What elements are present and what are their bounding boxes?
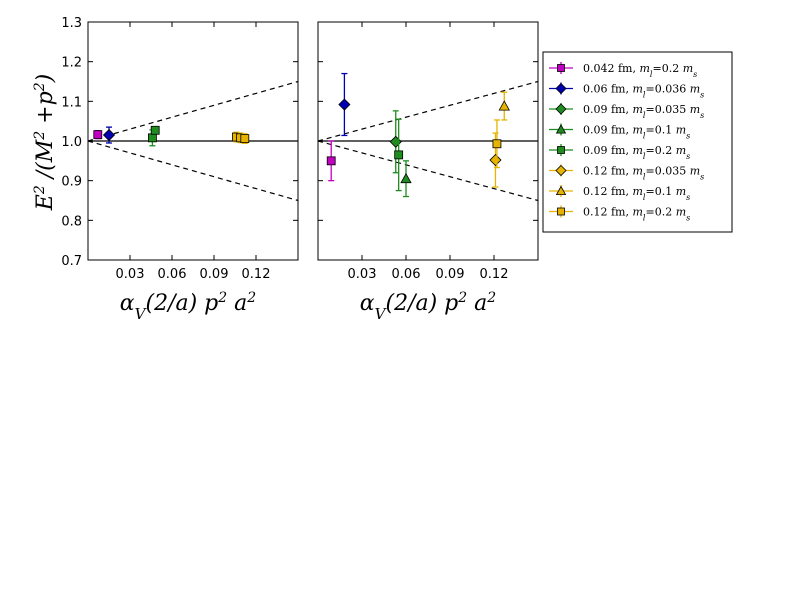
right-data-point xyxy=(400,160,412,198)
diamond-marker xyxy=(555,164,567,177)
y-tick-label: 1.1 xyxy=(61,95,82,110)
right-x-tick-label: 0.12 xyxy=(480,267,509,282)
square-marker xyxy=(240,134,250,144)
square-marker xyxy=(93,130,103,140)
legend-item: 0.09 fm, ml=0.1 ms xyxy=(549,123,690,141)
square-marker xyxy=(147,133,157,143)
right-data-point xyxy=(338,72,351,137)
diamond-marker xyxy=(555,82,567,95)
y-axis-title: E2 /(M2 +p2) xyxy=(32,74,58,211)
right-data-point xyxy=(498,91,510,121)
diamond-marker xyxy=(555,103,567,115)
x-axis-title-right: αV(2/a) p2 a2 xyxy=(360,290,497,323)
square-marker xyxy=(557,207,565,216)
legend-label: 0.12 fm, ml=0.2 ms xyxy=(583,206,690,223)
right-x-tick-label: 0.06 xyxy=(392,267,421,282)
right-x-tick-label: 0.09 xyxy=(436,267,465,282)
legend-frame xyxy=(542,51,733,233)
y-tick-label: 1.3 xyxy=(61,16,82,31)
triangle-marker xyxy=(555,185,567,196)
left-data-point xyxy=(93,130,103,140)
left-upper-band xyxy=(88,80,298,142)
legend-item: 0.12 fm, ml=0.2 ms xyxy=(549,205,690,223)
square-marker xyxy=(557,146,565,154)
left-data-point xyxy=(102,126,116,144)
triangle-marker xyxy=(498,100,510,111)
panel-left: 0.7 0.8 0.9 1.0 1.1 1.2 1.3 0.03 0.06 0.09 0.12 xyxy=(61,16,299,282)
left-data-point xyxy=(240,133,250,145)
triangle-marker xyxy=(400,172,412,184)
y-tick-label: 1.0 xyxy=(61,135,82,150)
y-tick-label: 0.9 xyxy=(61,175,82,190)
legend-item: 0.09 fm, ml=0.035 ms xyxy=(549,103,704,120)
y-tick-label: 1.2 xyxy=(61,56,82,71)
left-x-tick-label: 0.12 xyxy=(242,267,271,282)
diamond-marker xyxy=(338,98,351,111)
diamond-marker xyxy=(489,153,502,167)
legend-item: 0.09 fm, ml=0.2 ms xyxy=(549,144,690,161)
left-x-tick-label: 0.06 xyxy=(158,267,187,282)
legend-label: 0.12 fm, ml=0.1 ms xyxy=(583,185,690,202)
right-data-point xyxy=(326,140,336,182)
legend-label: 0.09 fm, ml=0.2 ms xyxy=(583,144,690,161)
legend-label: 0.12 fm, ml=0.035 ms xyxy=(583,165,704,182)
square-marker xyxy=(557,64,565,72)
square-marker xyxy=(492,139,502,149)
right-lower-band xyxy=(318,140,538,202)
legend-label: 0.09 fm, ml=0.1 ms xyxy=(583,124,690,141)
left-lower-band xyxy=(88,140,298,202)
square-marker xyxy=(394,150,404,160)
right-data-point xyxy=(492,119,502,169)
right-x-tick-label: 0.03 xyxy=(348,267,377,282)
legend-label: 0.09 fm, ml=0.035 ms xyxy=(583,103,704,120)
legend-item: 0.12 fm, ml=0.1 ms xyxy=(549,185,690,202)
legend-item: 0.042 fm, ml=0.2 ms xyxy=(549,62,697,79)
legend-label: 0.06 fm, ml=0.036 ms xyxy=(583,83,704,100)
square-marker xyxy=(150,125,160,135)
y-tick-label: 0.8 xyxy=(61,214,82,229)
left-x-tick-label: 0.03 xyxy=(116,267,145,282)
diamond-marker xyxy=(102,128,116,142)
y-tick-label: 0.7 xyxy=(61,254,82,269)
diamond-marker xyxy=(389,135,402,148)
legend: 0.042 fm, ml=0.2 ms 0.06 fm, ml=0.036 ms 0… xyxy=(542,51,733,233)
triangle-marker xyxy=(555,124,567,134)
square-marker xyxy=(326,156,336,166)
legend-label: 0.042 fm, ml=0.2 ms xyxy=(583,62,697,79)
left-x-tick-label: 0.09 xyxy=(200,267,229,282)
right-data-point xyxy=(394,118,404,192)
panel-right: 0.03 0.06 0.09 0.12 xyxy=(317,21,539,282)
legend-item: 0.06 fm, ml=0.036 ms xyxy=(549,82,704,100)
x-axis-title-left: αV(2/a) p2 a2 xyxy=(120,290,257,323)
left-data-point xyxy=(150,125,160,135)
right-upper-band xyxy=(318,80,538,142)
legend-item: 0.12 fm, ml=0.035 ms xyxy=(549,164,704,182)
